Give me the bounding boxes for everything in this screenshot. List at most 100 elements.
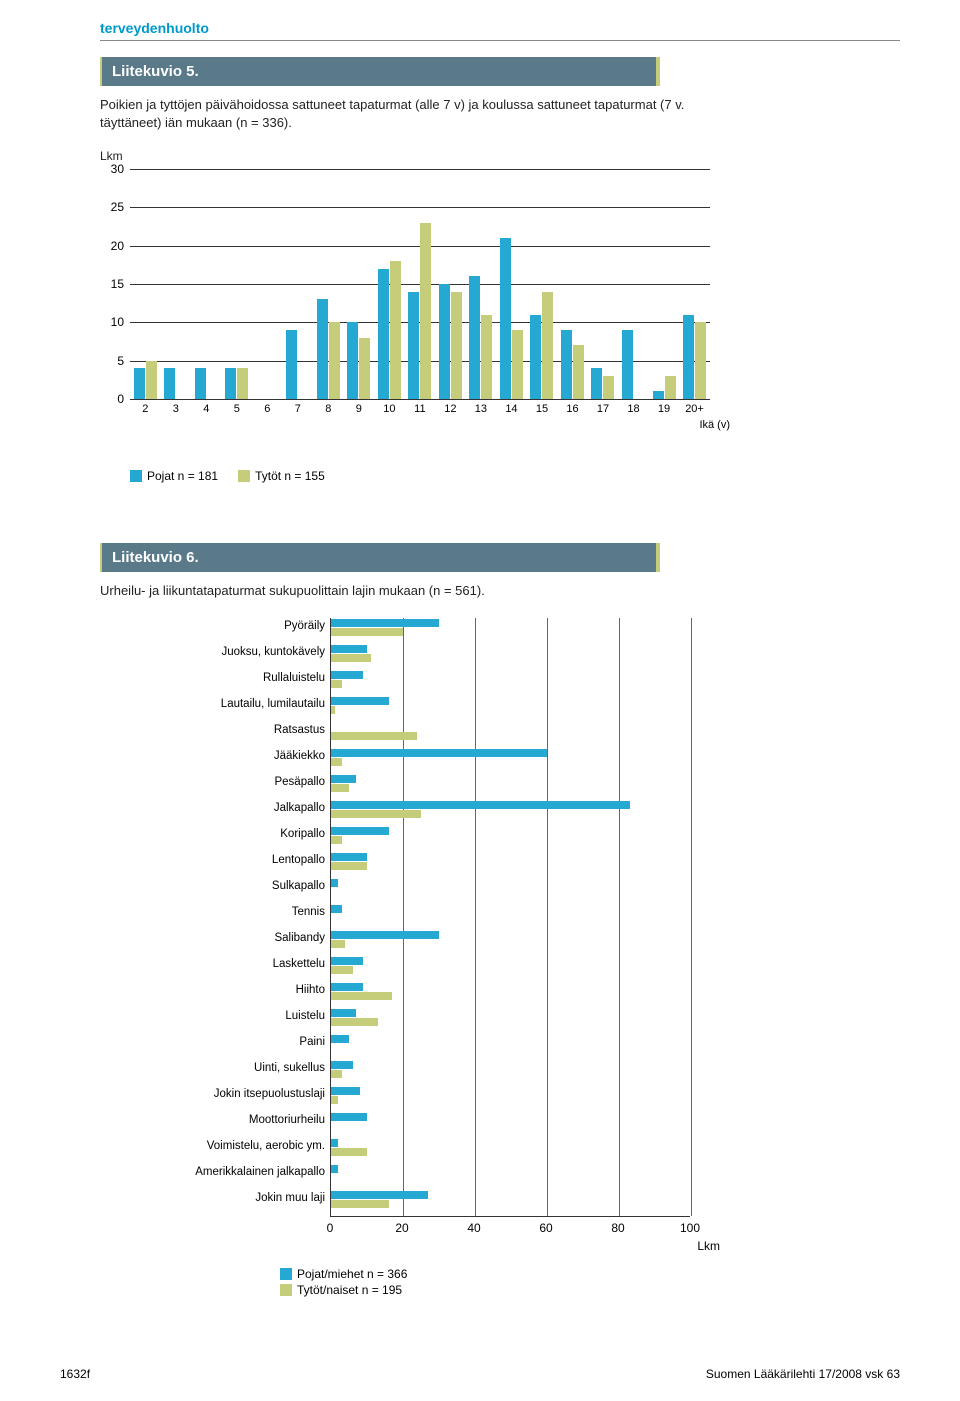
bar-male [331, 983, 363, 991]
chart1-group [376, 261, 402, 399]
bar-male [331, 801, 630, 809]
legend-boys: Pojat n = 181 [130, 469, 218, 483]
chart1-xtick: 14 [498, 403, 524, 415]
chart2-row: Jalkapallo [331, 800, 691, 820]
bar-girls [420, 223, 431, 399]
chart2-row: Pyöräily [331, 618, 691, 638]
divider [100, 40, 900, 41]
bar-male [331, 671, 363, 679]
legend-female: Tytöt/naiset n = 195 [280, 1283, 900, 1297]
chart1-xtick: 7 [285, 403, 311, 415]
bar-boys [408, 292, 419, 399]
legend-girls: Tytöt n = 155 [238, 469, 325, 483]
chart2-row: Sulkapallo [331, 878, 691, 898]
chart1-ytick: 25 [102, 200, 124, 214]
bar-girls [512, 330, 523, 399]
chart1-group [559, 330, 585, 399]
chart1-xtick: 3 [163, 403, 189, 415]
bar-boys [653, 391, 664, 399]
bar-female [331, 992, 392, 1000]
bar-male [331, 697, 389, 705]
chart2-xtick: 80 [611, 1221, 624, 1235]
chart2-row: Salibandy [331, 930, 691, 950]
bar-boys [195, 368, 206, 399]
bar-male [331, 1035, 349, 1043]
chart2-xtick: 60 [539, 1221, 552, 1235]
chart1-xaxis-title: Ikä (v) [699, 419, 730, 431]
bar-female [331, 1148, 367, 1156]
bar-boys [134, 368, 145, 399]
bar-girls [451, 292, 462, 399]
chart1-ytick: 5 [102, 354, 124, 368]
bar-female [331, 654, 371, 662]
bar-female [331, 732, 417, 740]
chart1-group [651, 376, 677, 399]
chart2-category-label: Ratsastus [165, 724, 331, 736]
chart2-xtick: 20 [395, 1221, 408, 1235]
chart1-xtick: 17 [590, 403, 616, 415]
chart2-row: Ratsastus [331, 722, 691, 742]
bar-male [331, 1191, 428, 1199]
chart2-category-label: Salibandy [165, 932, 331, 944]
chart2-row: Hiihto [331, 982, 691, 1002]
chart2-category-label: Jalkapallo [165, 802, 331, 814]
chart2-row: Lautailu, lumilautailu [331, 696, 691, 716]
chart1-xtick: 13 [468, 403, 494, 415]
chart2-row: Luistelu [331, 1008, 691, 1028]
legend-male: Pojat/miehet n = 366 [280, 1267, 900, 1281]
chart2-category-label: Voimistelu, aerobic ym. [165, 1140, 331, 1152]
bar-female [331, 940, 345, 948]
chart2-xtick: 100 [680, 1221, 700, 1235]
bar-male [331, 1113, 367, 1121]
chart2-xtick: 0 [327, 1221, 334, 1235]
bar-male [331, 749, 547, 757]
section-tag: terveydenhuolto [100, 20, 900, 36]
chart1-xtick: 15 [529, 403, 555, 415]
bar-girls [359, 338, 370, 399]
chart2-row: Pesäpallo [331, 774, 691, 794]
bar-girls [237, 368, 248, 399]
chart2-category-label: Moottoriurheilu [165, 1114, 331, 1126]
chart2-xtick: 40 [467, 1221, 480, 1235]
bar-boys [469, 276, 480, 399]
bar-male [331, 1087, 360, 1095]
chart1-group [193, 368, 219, 399]
chart1-xtick: 9 [346, 403, 372, 415]
chart2-category-label: Lautailu, lumilautailu [165, 698, 331, 710]
chart1-group [407, 223, 433, 399]
bar-female [331, 706, 335, 714]
bar-female [331, 1070, 342, 1078]
bar-girls [146, 361, 157, 399]
bar-boys [683, 315, 694, 399]
chart1-xtick: 10 [376, 403, 402, 415]
chart1-ytick: 30 [102, 162, 124, 176]
bar-male [331, 957, 363, 965]
bar-male [331, 1061, 353, 1069]
chart2-category-label: Amerikkalainen jalkapallo [165, 1166, 331, 1178]
footer-left: 1632f [60, 1367, 90, 1381]
swatch-girls [238, 470, 250, 482]
bar-male [331, 645, 367, 653]
bar-male [331, 879, 338, 887]
chart2-category-label: Pesäpallo [165, 776, 331, 788]
bar-female [331, 966, 353, 974]
chart1-group [468, 276, 494, 399]
chart1-title-bar: Liitekuvio 5. [100, 57, 660, 86]
bar-girls [665, 376, 676, 399]
bar-boys [500, 238, 511, 399]
chart1-ytick: 0 [102, 392, 124, 406]
bar-boys [286, 330, 297, 399]
legend-male-label: Pojat/miehet n = 366 [297, 1267, 407, 1281]
bar-girls [603, 376, 614, 399]
chart2-category-label: Koripallo [165, 828, 331, 840]
bar-female [331, 680, 342, 688]
chart2-category-label: Uinti, sukellus [165, 1062, 331, 1074]
legend-boys-label: Pojat n = 181 [147, 469, 218, 483]
bar-girls [329, 322, 340, 399]
chart2-category-label: Juoksu, kuntokävely [165, 646, 331, 658]
bar-boys [561, 330, 572, 399]
chart1-caption: Poikien ja tyttöjen päivähoidossa sattun… [100, 96, 700, 131]
chart2-category-label: Paini [165, 1036, 331, 1048]
bar-male [331, 1009, 356, 1017]
chart1-group [224, 368, 250, 399]
